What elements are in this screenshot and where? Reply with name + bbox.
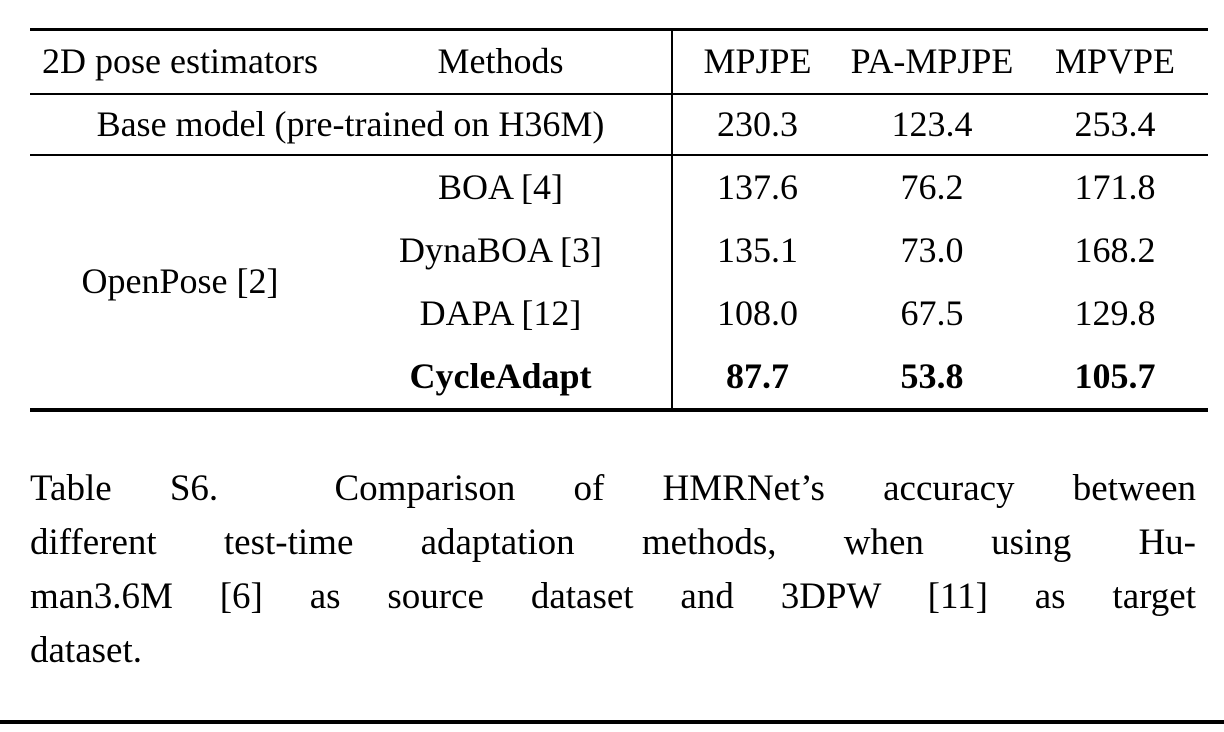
column-header-mpjpe: MPJPE: [671, 29, 842, 95]
table-row-dapa: DAPA [12] 108.0 67.5 129.8: [30, 282, 1208, 345]
value-cell: 67.5: [900, 292, 964, 333]
value-cell: 129.8: [1074, 292, 1156, 333]
estimator-cell: OpenPose [2]: [81, 261, 279, 302]
value-cell: 123.4: [842, 94, 1022, 156]
value-cell: 168.2: [1074, 229, 1156, 270]
caption-line: different test-time adaptation methods, …: [30, 522, 1196, 563]
method-cell: BOA [4]: [438, 166, 563, 207]
column-header-pa-mpjpe: PA-MPJPE: [842, 29, 1022, 95]
value-cell: 105.7: [1074, 355, 1156, 396]
page-bottom-rule: [0, 720, 1224, 724]
table-row-boa: OpenPose [2] BOA [4] 137.6 76.2 171.8: [30, 155, 1208, 301]
value-cell: 73.0: [900, 229, 964, 270]
table-header-row: 2D pose estimators Methods MPJPE PA-MPJP…: [30, 29, 1208, 95]
value-cell: 76.2: [900, 166, 964, 207]
method-cell: DAPA [12]: [419, 292, 582, 333]
caption-line: Table S6. Comparison of HMRNet’s accurac…: [30, 468, 1196, 509]
value-cell: 108.0: [671, 282, 842, 345]
column-header-estimators: 2D pose estimators: [30, 29, 330, 95]
caption-line: man3.6M [6] as source dataset and 3DPW […: [30, 576, 1196, 617]
value-cell: 171.8: [1074, 166, 1156, 207]
column-header-methods: Methods: [330, 29, 672, 95]
results-table: 2D pose estimators Methods MPJPE PA-MPJP…: [30, 28, 1208, 412]
method-cell: DynaBOA [3]: [399, 229, 602, 270]
table-caption: Table S6. Comparison of HMRNet’s accurac…: [30, 462, 1196, 678]
value-cell: 53.8: [900, 355, 964, 396]
table-row-dynaboa: DynaBOA [3] 135.1 73.0 168.2: [30, 219, 1208, 282]
table-row-cycleadapt: CycleAdapt 87.7 53.8 105.7: [30, 345, 1208, 410]
value-cell: 87.7: [671, 345, 842, 410]
value-cell: 253.4: [1022, 94, 1208, 156]
method-cell: CycleAdapt: [409, 355, 592, 396]
value-cell: 230.3: [671, 94, 842, 156]
base-model-label: Base model (pre-trained on H36M): [30, 94, 672, 156]
value-cell: 135.1: [671, 219, 842, 282]
caption-line: dataset.: [30, 630, 142, 671]
value-cell: 137.6: [671, 155, 842, 219]
table-row-base-model: Base model (pre-trained on H36M) 230.3 1…: [30, 94, 1208, 156]
column-header-mpvpe: MPVPE: [1022, 29, 1208, 95]
